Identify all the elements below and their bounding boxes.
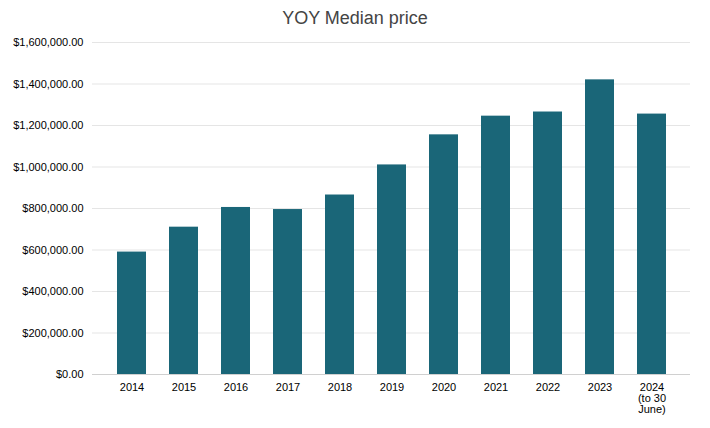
svg-text:2016: 2016 — [224, 381, 248, 393]
svg-text:2017: 2017 — [276, 381, 300, 393]
svg-text:2022: 2022 — [536, 381, 560, 393]
svg-text:2018: 2018 — [328, 381, 352, 393]
svg-text:$400,000.00: $400,000.00 — [22, 285, 83, 297]
svg-text:$1,600,000.00: $1,600,000.00 — [13, 36, 83, 48]
svg-text:2020: 2020 — [432, 381, 456, 393]
svg-text:2014: 2014 — [120, 381, 144, 393]
svg-text:$800,000.00: $800,000.00 — [22, 202, 83, 214]
svg-text:$1,000,000.00: $1,000,000.00 — [13, 161, 83, 173]
svg-text:$600,000.00: $600,000.00 — [22, 244, 83, 256]
svg-text:2021: 2021 — [484, 381, 508, 393]
svg-text:$1,200,000.00: $1,200,000.00 — [13, 119, 83, 131]
svg-text:2015: 2015 — [172, 381, 196, 393]
svg-text:$200,000.00: $200,000.00 — [22, 327, 83, 339]
svg-text:$1,400,000.00: $1,400,000.00 — [13, 78, 83, 90]
svg-text:2024(to 30June): 2024(to 30June) — [638, 381, 666, 415]
html-text:YOY Median price: YOY Median price — [282, 8, 428, 28]
svg-text:2023: 2023 — [588, 381, 612, 393]
svg-text:$0.00: $0.00 — [56, 368, 84, 380]
svg-text:2019: 2019 — [380, 381, 404, 393]
